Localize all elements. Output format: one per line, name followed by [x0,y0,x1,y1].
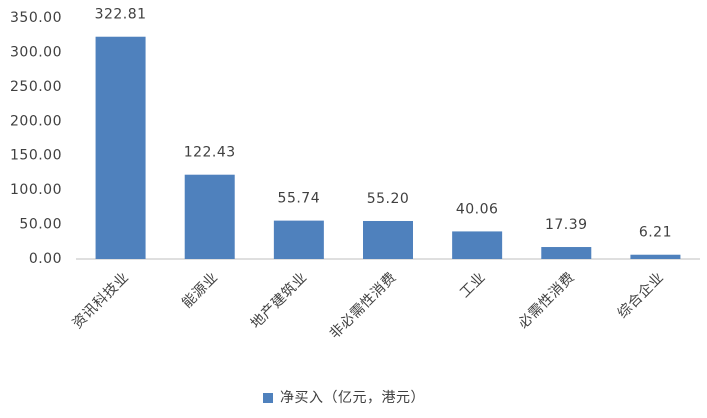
data-label: 40.06 [456,201,499,217]
bar [184,174,235,259]
y-tick-label: 100.00 [10,182,62,198]
bar [95,36,146,259]
data-label: 6.21 [639,225,672,241]
y-tick-label: 200.00 [10,113,62,129]
x-tick-label: 综合企业 [614,269,667,322]
y-tick-label: 0.00 [29,251,62,267]
x-tick-label: 资讯科技业 [70,269,133,332]
legend-label: 净买入（亿元，港元） [280,390,425,406]
data-label: 322.81 [95,7,147,23]
x-tick-label: 非必需性消费 [327,269,400,342]
y-tick-label: 150.00 [10,148,62,164]
bar [363,220,413,259]
x-tick-label: 能源业 [179,269,221,311]
bar [630,254,681,259]
x-tick-label: 工业 [457,269,489,301]
x-tick-label: 地产建筑业 [248,269,311,332]
data-label: 55.74 [278,191,321,207]
x-tick-label: 必需性消费 [515,269,578,332]
bar [273,220,324,259]
data-label: 17.39 [545,217,588,233]
bar [541,247,592,259]
y-tick-label: 350.00 [10,10,62,26]
data-label: 55.20 [367,191,410,207]
y-tick-label: 300.00 [10,44,62,60]
y-tick-label: 50.00 [19,217,62,233]
data-label: 122.43 [184,145,236,161]
legend-swatch [263,393,273,403]
y-tick-label: 250.00 [10,79,62,95]
bar [452,231,503,259]
